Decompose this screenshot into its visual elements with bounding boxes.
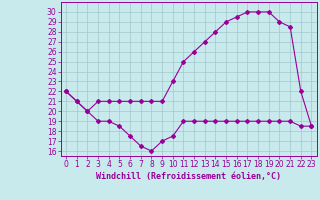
X-axis label: Windchill (Refroidissement éolien,°C): Windchill (Refroidissement éolien,°C) xyxy=(96,172,281,181)
